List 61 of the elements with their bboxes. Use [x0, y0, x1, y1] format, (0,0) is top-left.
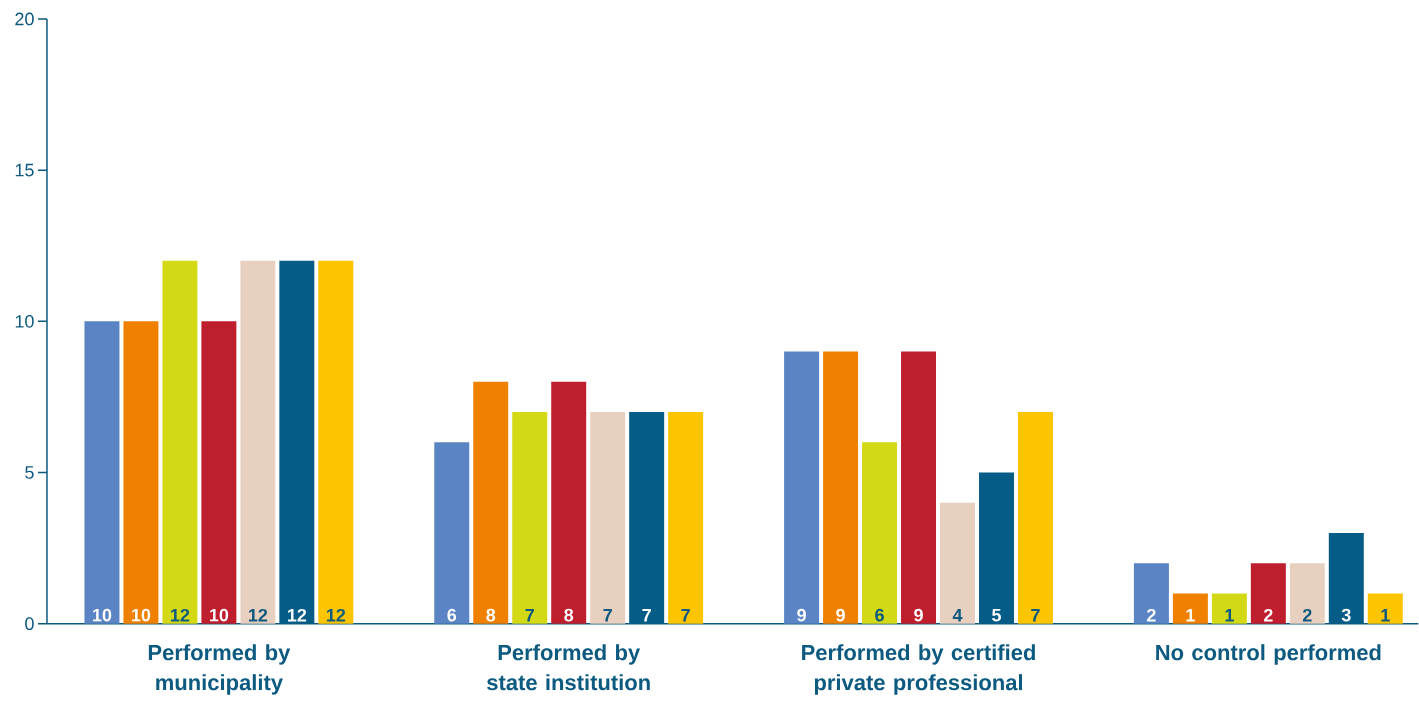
- bar: [668, 412, 704, 624]
- data-label: 6: [447, 608, 457, 622]
- bar: [901, 351, 937, 624]
- data-label: 12: [171, 609, 190, 622]
- y-tick-label: 10: [15, 315, 34, 328]
- bar: [1133, 563, 1169, 624]
- bar: [201, 321, 237, 624]
- data-label: 8: [486, 608, 496, 622]
- bar: [1211, 593, 1247, 624]
- x-tick-label: Performed by state institution: [487, 644, 650, 691]
- bar: [434, 442, 470, 624]
- bar: [1172, 593, 1208, 624]
- data-label: 9: [797, 608, 806, 622]
- data-label: 8: [564, 608, 574, 622]
- bar: [551, 381, 587, 624]
- bar: [512, 412, 548, 624]
- data-label: 7: [603, 609, 612, 622]
- data-label: 5: [992, 609, 1001, 622]
- y-tick-label: 0: [25, 617, 34, 631]
- bar: [784, 351, 820, 624]
- y-tick-label: 5: [25, 466, 34, 479]
- data-label: 6: [875, 608, 884, 622]
- data-label: 12: [287, 609, 307, 622]
- data-label: 10: [132, 608, 151, 622]
- bar: [590, 412, 626, 624]
- bar: [862, 442, 898, 624]
- data-label: 3: [1341, 608, 1351, 622]
- data-label: 10: [210, 608, 229, 622]
- bar: [823, 351, 859, 624]
- bar: [1250, 563, 1286, 624]
- data-label: 9: [914, 608, 923, 622]
- data-label: 1: [1186, 609, 1195, 622]
- bar: [1367, 593, 1403, 624]
- data-label: 9: [836, 608, 845, 622]
- x-tick-label: Performed by municipality: [148, 644, 291, 695]
- bar: [1017, 412, 1053, 624]
- y-tick-label: 20: [15, 12, 34, 26]
- data-label: 1: [1381, 609, 1390, 622]
- data-label: 1: [1225, 609, 1234, 622]
- y-tick-label: 15: [15, 164, 34, 177]
- data-label: 2: [1263, 609, 1273, 622]
- data-label: 2: [1147, 609, 1156, 622]
- bar: [940, 502, 975, 624]
- bar: [84, 321, 120, 624]
- x-tick-label: Performed by certified private professional: [802, 644, 1035, 695]
- data-label: 10: [93, 608, 112, 622]
- data-label: 7: [525, 609, 534, 622]
- data-label: 12: [326, 609, 346, 622]
- data-label: 2: [1302, 609, 1312, 622]
- data-label: 7: [681, 609, 690, 622]
- x-tick-label: No control performed: [1156, 644, 1381, 665]
- bar: [473, 381, 509, 624]
- data-label: 7: [1031, 609, 1040, 622]
- bar: [123, 321, 159, 624]
- data-label: 7: [642, 609, 651, 622]
- bar: [162, 261, 198, 624]
- data-label: 4: [952, 609, 963, 622]
- bar: [1289, 563, 1325, 624]
- data-label: 12: [248, 609, 268, 622]
- bar: [240, 261, 276, 624]
- bar: [318, 261, 354, 624]
